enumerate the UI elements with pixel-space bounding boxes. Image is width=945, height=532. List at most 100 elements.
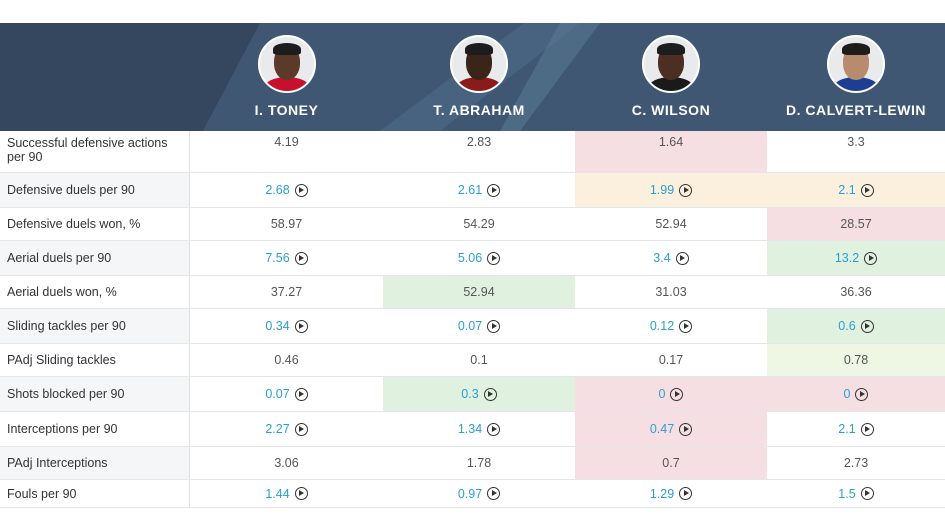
metric-label: Fouls per 90 <box>0 480 190 507</box>
metric-value-cell[interactable]: 0.3 <box>383 377 575 411</box>
metric-value[interactable]: 3.4 <box>653 251 671 265</box>
metric-value[interactable]: 0.6 <box>838 319 856 333</box>
metric-value[interactable]: 2.1 <box>838 183 856 197</box>
metric-value[interactable]: 0.34 <box>265 319 290 333</box>
metric-value[interactable]: 0.47 <box>649 422 675 436</box>
metric-value-cell[interactable]: 0 <box>767 377 945 411</box>
play-video-icon[interactable] <box>679 422 693 436</box>
play-video-icon[interactable] <box>855 387 869 401</box>
metric-value-cell[interactable]: 2.68 <box>190 173 383 207</box>
metric-value-cell[interactable]: 1.99 <box>575 173 767 207</box>
metric-value[interactable]: 7.56 <box>265 251 290 265</box>
play-video-icon[interactable] <box>487 422 501 436</box>
table-row: Shots blocked per 90 0.07 0.3 0 0 <box>0 377 945 412</box>
player-avatar[interactable] <box>642 35 700 93</box>
metric-value[interactable]: 1.5 <box>838 486 856 501</box>
metric-value-cell[interactable]: 1.5 <box>767 480 945 507</box>
player-name[interactable]: D. CALVERT-LEWIN <box>786 102 926 118</box>
metric-value[interactable]: 2.1 <box>838 422 856 436</box>
metric-value-cell: 1.64 <box>575 131 767 172</box>
metric-value[interactable]: 0 <box>658 387 666 401</box>
metric-value-cell[interactable]: 0.47 <box>575 412 767 446</box>
metric-value[interactable]: 1.44 <box>265 486 290 501</box>
play-video-icon[interactable] <box>860 183 874 197</box>
metric-value: 1.64 <box>658 135 684 149</box>
metric-value-cell[interactable]: 2.1 <box>767 412 945 446</box>
metric-value-cell: 2.83 <box>383 131 575 172</box>
metric-value[interactable]: 1.99 <box>649 183 675 197</box>
metric-value[interactable]: 0 <box>843 387 851 401</box>
metric-label: Defensive duels per 90 <box>0 173 190 207</box>
metric-value[interactable]: 13.2 <box>834 251 860 265</box>
play-video-icon[interactable] <box>679 183 693 197</box>
player-avatar[interactable] <box>827 35 885 93</box>
play-video-icon[interactable] <box>294 487 308 500</box>
metric-value-cell[interactable]: 0 <box>575 377 767 411</box>
metric-value[interactable]: 0.07 <box>265 387 290 401</box>
player-column-header[interactable]: I. TONEY <box>190 23 383 131</box>
player-name[interactable]: C. WILSON <box>631 102 711 118</box>
player-avatar[interactable] <box>450 35 508 93</box>
metric-value[interactable]: 2.68 <box>265 183 290 197</box>
metric-value-cell[interactable]: 7.56 <box>190 241 383 275</box>
metric-value-cell[interactable]: 0.07 <box>383 309 575 343</box>
metric-value: 0.1 <box>470 353 488 367</box>
player-column-header[interactable]: T. ABRAHAM <box>383 23 575 131</box>
metric-value: 52.94 <box>655 217 687 231</box>
metric-value-cell: 58.97 <box>190 208 383 240</box>
play-video-icon[interactable] <box>679 319 693 333</box>
metric-value[interactable]: 1.34 <box>457 422 483 436</box>
play-video-icon[interactable] <box>483 387 497 401</box>
metric-value-cell: 0.1 <box>383 344 575 376</box>
play-video-icon[interactable] <box>860 422 874 436</box>
metric-value-cell[interactable]: 0.12 <box>575 309 767 343</box>
play-video-icon[interactable] <box>294 422 308 436</box>
metric-value-cell[interactable]: 0.07 <box>190 377 383 411</box>
player-name[interactable]: T. ABRAHAM <box>433 102 525 118</box>
play-video-icon[interactable] <box>670 387 684 401</box>
metric-value[interactable]: 2.61 <box>457 183 483 197</box>
table-row: PAdj Interceptions 3.06 1.78 0.7 2.73 <box>0 447 945 480</box>
metric-value-cell[interactable]: 2.61 <box>383 173 575 207</box>
play-video-icon[interactable] <box>294 183 308 197</box>
play-video-icon[interactable] <box>294 319 308 333</box>
metric-value[interactable]: 0.3 <box>461 387 479 401</box>
metric-value-cell[interactable]: 3.4 <box>575 241 767 275</box>
play-video-icon[interactable] <box>860 487 874 500</box>
metric-value-cell: 31.03 <box>575 276 767 308</box>
play-video-icon[interactable] <box>679 487 693 500</box>
metric-value[interactable]: 5.06 <box>457 251 483 265</box>
metric-value[interactable]: 1.29 <box>649 486 675 501</box>
play-video-icon[interactable] <box>487 183 501 197</box>
metric-value[interactable]: 0.07 <box>457 319 483 333</box>
metric-value-cell[interactable]: 0.34 <box>190 309 383 343</box>
player-name[interactable]: I. TONEY <box>254 102 319 118</box>
metric-value-cell[interactable]: 2.27 <box>190 412 383 446</box>
play-video-icon[interactable] <box>487 251 501 265</box>
play-video-icon[interactable] <box>294 251 308 265</box>
metric-value-cell[interactable]: 1.44 <box>190 480 383 507</box>
player-avatar[interactable] <box>257 35 316 93</box>
metric-value-cell[interactable]: 0.97 <box>383 480 575 507</box>
play-video-icon[interactable] <box>675 251 689 265</box>
metric-value: 2.73 <box>843 456 869 470</box>
play-video-icon[interactable] <box>864 251 878 265</box>
metric-value-cell[interactable]: 1.29 <box>575 480 767 507</box>
metric-value-cell[interactable]: 13.2 <box>767 241 945 275</box>
metric-value-cell[interactable]: 5.06 <box>383 241 575 275</box>
metric-value-cell[interactable]: 0.6 <box>767 309 945 343</box>
metric-value-cell[interactable]: 2.1 <box>767 173 945 207</box>
table-row: PAdj Sliding tackles 0.46 0.1 0.17 0.78 <box>0 344 945 377</box>
table-row: Aerial duels per 90 7.56 5.06 3.4 13.2 <box>0 241 945 276</box>
metric-value-cell[interactable]: 1.34 <box>383 412 575 446</box>
metric-value[interactable]: 0.12 <box>649 319 675 333</box>
player-column-header[interactable]: C. WILSON <box>575 23 767 131</box>
play-video-icon[interactable] <box>487 319 501 333</box>
metric-value-cell: 36.36 <box>767 276 945 308</box>
metric-value[interactable]: 2.27 <box>265 422 290 436</box>
play-video-icon[interactable] <box>860 319 874 333</box>
play-video-icon[interactable] <box>294 387 308 401</box>
player-column-header[interactable]: D. CALVERT-LEWIN <box>767 23 945 131</box>
metric-value[interactable]: 0.97 <box>457 486 483 501</box>
play-video-icon[interactable] <box>487 487 501 500</box>
